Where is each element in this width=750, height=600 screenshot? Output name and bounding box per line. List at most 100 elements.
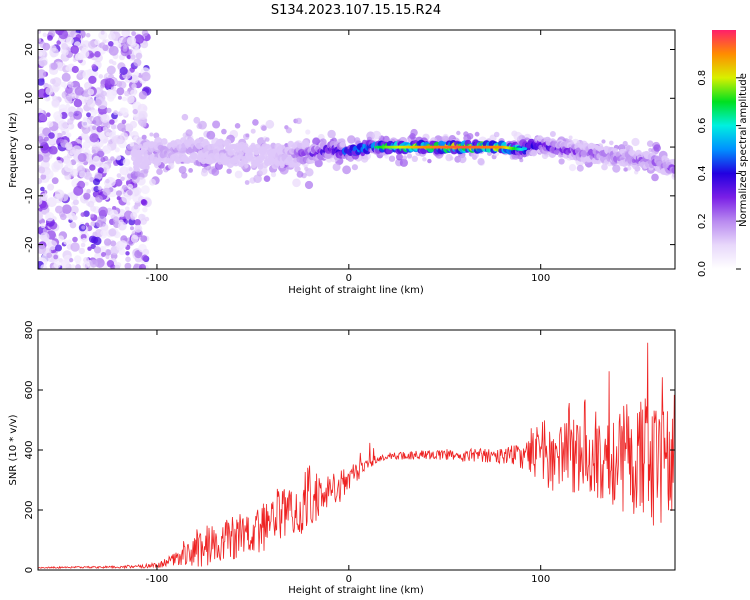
heatmap-cell (568, 164, 577, 172)
heatmap-cell (133, 58, 142, 67)
heatmap-cell (134, 224, 143, 233)
heatmap-cell (108, 45, 119, 56)
heatmap-cell (61, 131, 66, 136)
colorbar-tick-label: 0.0 (697, 261, 708, 277)
heatmap-cell (65, 103, 71, 109)
heatmap-cell (129, 142, 135, 147)
heatmap-cell (294, 166, 301, 173)
heatmap-cell (252, 119, 259, 126)
heatmap-cell (96, 125, 103, 133)
heatmap-cell (442, 135, 449, 143)
heatmap-cell (117, 221, 127, 231)
heatmap-cell (92, 116, 103, 126)
heatmap-cell (122, 158, 131, 167)
heatmap-cell (342, 165, 351, 175)
heatmap-cell (411, 155, 418, 162)
heatmap-cell (106, 107, 112, 114)
heatmap-cell (38, 57, 49, 67)
x-tick-label: -100 (146, 273, 169, 284)
heatmap-cell (549, 131, 556, 137)
heatmap-cell (47, 183, 55, 191)
heatmap-cell (124, 262, 132, 269)
spectrogram-y-axis-label: Frequency (Hz) (8, 112, 19, 188)
heatmap-cell (49, 45, 57, 52)
heatmap-cell (622, 140, 628, 147)
heatmap-cell (93, 246, 102, 254)
heatmap-cell (77, 153, 87, 162)
heatmap-cell (304, 180, 314, 190)
heatmap-cell (80, 212, 86, 218)
heatmap-cell (135, 171, 141, 177)
heatmap-cell (671, 166, 675, 174)
heatmap-cell (89, 52, 95, 58)
heatmap-cell (67, 81, 74, 88)
heatmap-cell (287, 155, 293, 162)
heatmap-cell (339, 141, 346, 148)
heatmap-cell (47, 35, 53, 41)
heatmap-cell (324, 151, 333, 159)
heatmap-cell (53, 160, 64, 170)
heatmap-cell (263, 175, 271, 182)
heatmap-cell (110, 156, 115, 161)
heatmap-cell (110, 240, 117, 247)
heatmap-cell (129, 67, 135, 73)
heatmap-cell (121, 184, 128, 190)
heatmap-cell (40, 264, 47, 269)
heatmap-cell (48, 132, 55, 139)
heatmap-cell (40, 193, 48, 201)
heatmap-cell (121, 119, 127, 125)
heatmap-cell (116, 87, 125, 96)
heatmap-cell (180, 146, 187, 154)
heatmap-cell (178, 166, 187, 174)
heatmap-cell (70, 242, 80, 252)
heatmap-cell (81, 132, 89, 141)
heatmap-cell (100, 83, 105, 89)
heatmap-cell (77, 165, 86, 174)
heatmap-cell (93, 109, 99, 115)
heatmap-cell (84, 81, 92, 90)
heatmap-cell (100, 157, 106, 163)
heatmap-cell (126, 95, 135, 104)
figure-title: S134.2023.107.15.15.R24 (271, 3, 441, 18)
heatmap-cell (40, 222, 46, 228)
heatmap-cell (406, 153, 413, 159)
heatmap-cell (87, 246, 92, 251)
heatmap-cell (108, 32, 116, 41)
x-tick-label: 100 (531, 574, 550, 585)
heatmap-cell (670, 158, 675, 165)
heatmap-cell (130, 226, 134, 231)
heatmap-cell (646, 140, 654, 147)
heatmap-cell (117, 95, 122, 100)
heatmap-cell (95, 220, 104, 228)
spectrogram-x-ticks: -100 0 100 (146, 30, 550, 284)
heatmap-cell (87, 88, 95, 96)
heatmap-cell (67, 118, 74, 125)
heatmap-cell (304, 166, 309, 172)
heatmap-cell (477, 158, 485, 166)
heatmap-cell (141, 71, 151, 82)
heatmap-cell (109, 209, 119, 219)
heatmap-cell (55, 205, 63, 214)
heatmap-cell (601, 163, 608, 171)
heatmap-cell (139, 169, 148, 178)
heatmap-cell (38, 178, 42, 185)
heatmap-cell (108, 228, 117, 237)
heatmap-cell (135, 52, 143, 60)
heatmap-cell (141, 254, 148, 262)
heatmap-cell (137, 158, 143, 164)
heatmap-cell (296, 142, 303, 149)
heatmap-cell (295, 117, 302, 125)
heatmap-cell (38, 78, 45, 86)
heatmap-cell (131, 31, 137, 36)
heatmap-cell (38, 244, 47, 255)
heatmap-cell (212, 120, 221, 129)
heatmap-cell (77, 180, 86, 189)
heatmap-cell (133, 187, 142, 195)
snr-background (38, 330, 675, 570)
heatmap-cell (42, 154, 50, 163)
heatmap-cell (601, 139, 606, 144)
heatmap-cell (46, 112, 51, 117)
heatmap-cell (239, 151, 244, 156)
heatmap-cell (97, 167, 104, 174)
